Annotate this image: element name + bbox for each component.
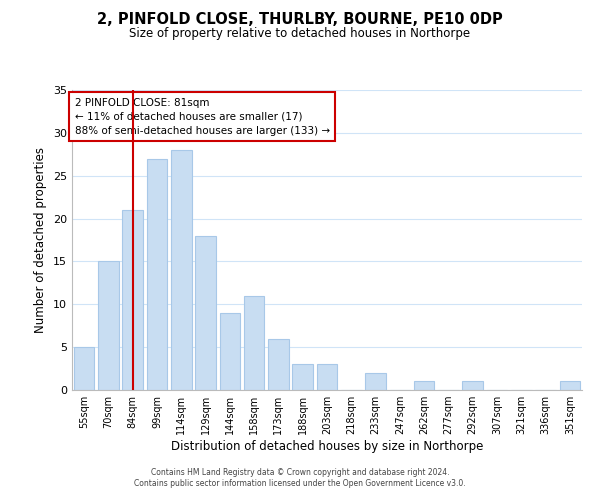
Bar [292,364,313,390]
Bar [560,382,580,390]
Y-axis label: Number of detached properties: Number of detached properties [34,147,47,333]
Bar [365,373,386,390]
Bar [463,382,483,390]
Bar [317,364,337,390]
Text: 2, PINFOLD CLOSE, THURLBY, BOURNE, PE10 0DP: 2, PINFOLD CLOSE, THURLBY, BOURNE, PE10 … [97,12,503,28]
Bar [98,262,119,390]
Bar [244,296,265,390]
Bar [195,236,216,390]
Bar [146,158,167,390]
Bar [220,313,240,390]
Bar [122,210,143,390]
Bar [74,347,94,390]
X-axis label: Distribution of detached houses by size in Northorpe: Distribution of detached houses by size … [171,440,483,453]
Bar [414,382,434,390]
Text: Size of property relative to detached houses in Northorpe: Size of property relative to detached ho… [130,28,470,40]
Text: Contains HM Land Registry data © Crown copyright and database right 2024.
Contai: Contains HM Land Registry data © Crown c… [134,468,466,487]
Bar [268,338,289,390]
Text: 2 PINFOLD CLOSE: 81sqm
← 11% of detached houses are smaller (17)
88% of semi-det: 2 PINFOLD CLOSE: 81sqm ← 11% of detached… [74,98,329,136]
Bar [171,150,191,390]
